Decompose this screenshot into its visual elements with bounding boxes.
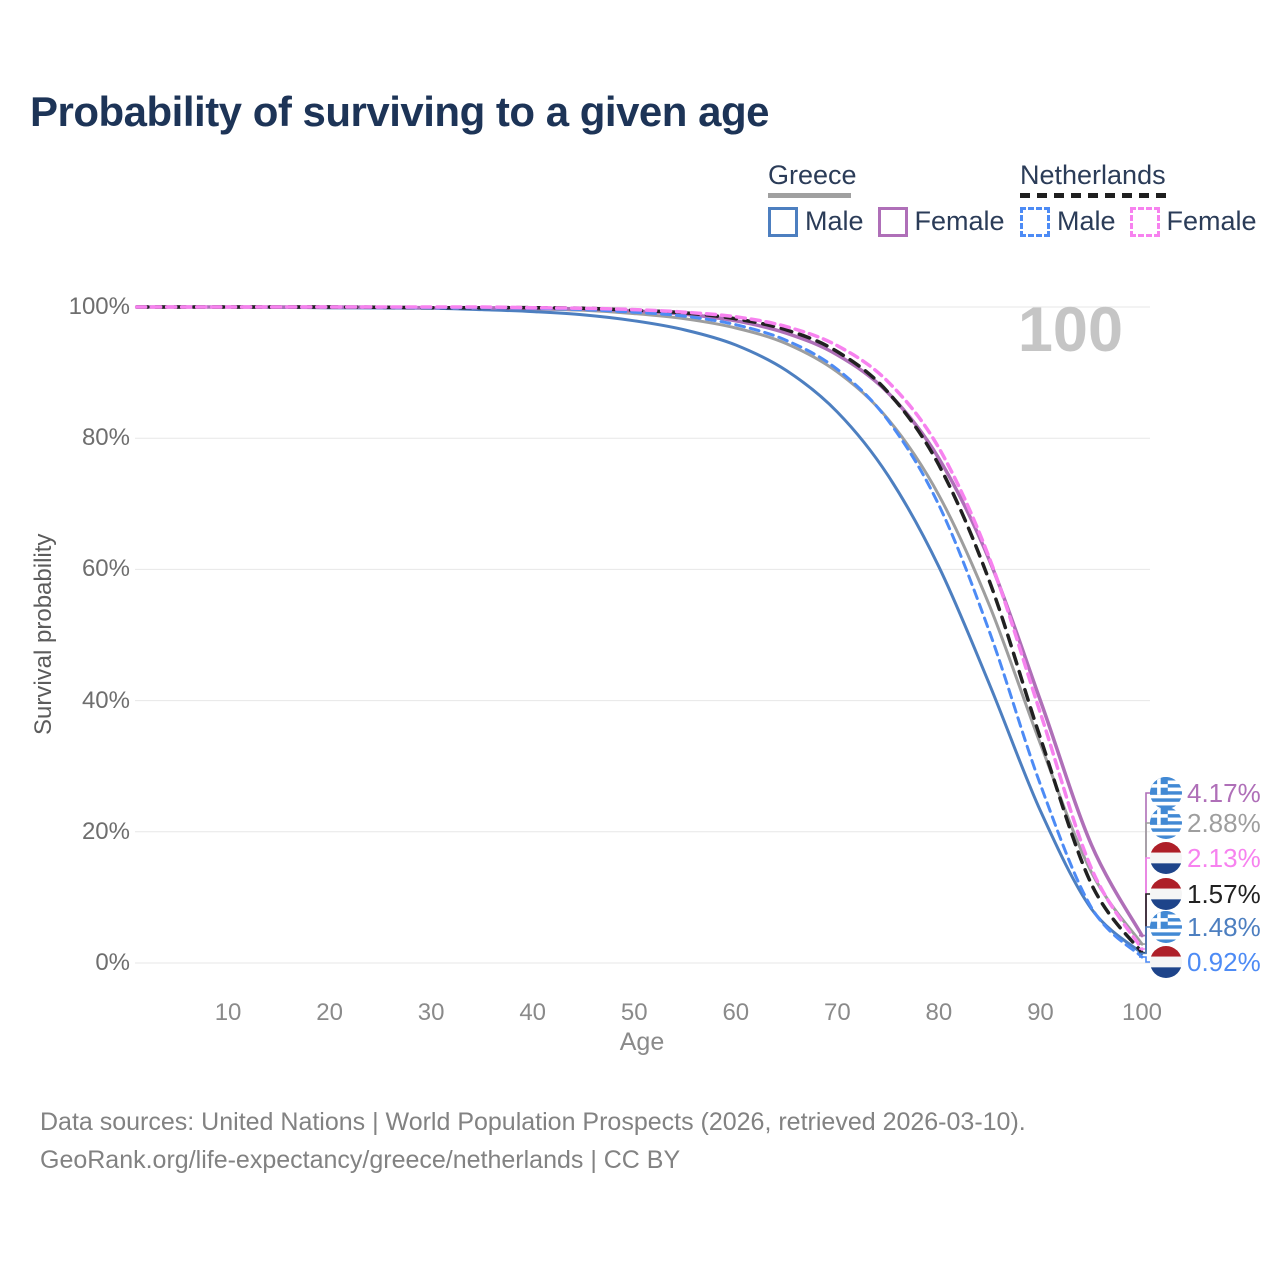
curve-greece-both[interactable] [135,305,1144,946]
legend-group-netherlands: Netherlands Male Female [1020,160,1257,237]
greece-female-swatch-icon [877,206,908,237]
legend-group-greece-title: Greece [768,160,857,190]
x-tick-label: 60 [722,999,750,1026]
x-tick-label: 10 [214,999,242,1026]
x-tick-label: 50 [620,999,648,1026]
end-value-greece-both-sexes: 2.88% [1187,808,1261,838]
legend-group-greece: Greece Male Female [768,160,1005,237]
legend-item-netherlands-female[interactable]: Female [1129,206,1257,237]
x-tick-label: 30 [417,999,445,1026]
x-tick-label: 80 [925,999,953,1026]
netherlands-dashed-line-sample [1020,193,1166,198]
footer-data-sources: Data sources: United Nations | World Pop… [40,1108,1026,1136]
x-tick-label: 20 [316,999,343,1026]
netherlands-female-swatch-icon [1129,206,1160,237]
greece-male-swatch-icon [768,206,798,237]
leader-line [1139,956,1151,963]
curve-netherlands-male[interactable] [135,305,1144,959]
end-value-netherlands-male: 0.92% [1187,947,1261,977]
y-tick-label: 20% [81,817,130,845]
y-tick-label: 80% [81,424,130,452]
greece-flag-icon [1150,807,1182,839]
x-tick-label: 40 [519,999,547,1026]
curve-greece-male[interactable] [135,305,1144,955]
x-tick-label: 90 [1027,999,1054,1026]
legend-label: Male [805,206,864,236]
greece-flag-icon [1150,777,1182,809]
netherlands-flag-icon [1150,842,1182,874]
legend-label: Male [1057,206,1116,236]
x-tick-label: 70 [823,999,851,1026]
netherlands-male-swatch-icon [1020,206,1050,237]
y-tick-label: 0% [95,949,130,976]
greece-solid-line-sample [768,193,851,198]
end-value-netherlands-both-sexes: 1.57% [1187,879,1261,909]
legend-item-netherlands-male[interactable]: Male [1020,206,1116,237]
leader-line [1139,926,1151,955]
legend-label: Female [1166,206,1257,236]
curve-netherlands-both[interactable] [134,305,1144,955]
y-tick-label: 40% [81,686,130,714]
hovered-age-readout: 100 [1017,295,1123,365]
legend-label: Female [914,206,1005,236]
end-value-netherlands-female: 2.13% [1187,843,1261,873]
legend-item-greece-male[interactable]: Male [768,206,864,237]
legend-item-greece-female[interactable]: Female [877,206,1005,237]
greece-flag-icon [1150,911,1182,943]
y-tick-label: 60% [81,555,130,583]
legend-group-netherlands-title: Netherlands [1020,160,1166,190]
curve-netherlands-female[interactable] [134,305,1144,951]
end-value-greece-male: 1.48% [1187,912,1261,942]
footer-attribution: GeoRank.org/life-expectancy/greece/nethe… [40,1146,681,1174]
netherlands-flag-icon [1150,946,1182,978]
x-tick-label: 100 [1121,999,1163,1026]
page-title: Probability of surviving to a given age [30,88,769,135]
end-value-greece-female: 4.17% [1187,778,1261,808]
netherlands-flag-icon [1150,878,1182,910]
x-axis-title: Age [619,1028,665,1056]
curve-greece-female[interactable] [134,305,1144,938]
y-tick-label: 100% [68,293,130,320]
